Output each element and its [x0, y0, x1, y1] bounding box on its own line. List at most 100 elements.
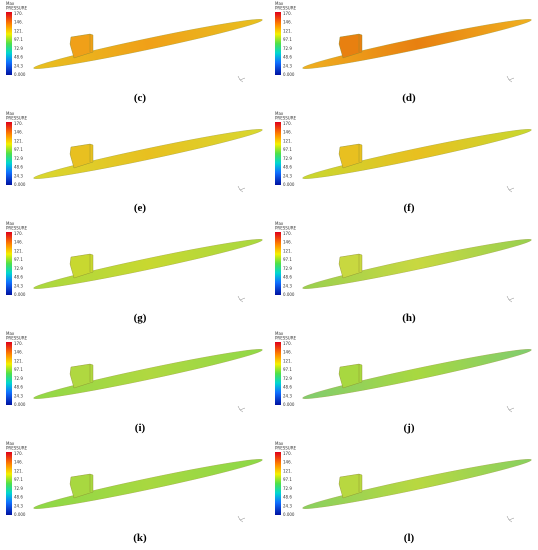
colorbar-tick-label: 121. — [14, 248, 23, 253]
axis-triad — [506, 515, 515, 523]
colorbar-tick-label: 0.000 — [14, 512, 26, 517]
hull — [302, 459, 532, 509]
sail — [69, 363, 94, 389]
axis-triad — [237, 185, 246, 193]
colorbar-title: Max — [6, 111, 15, 116]
colorbar-tick-label: 72.9 — [283, 376, 292, 381]
colorbar-tick-label: 146. — [14, 130, 23, 135]
colorbar-tick-label: 170. — [283, 11, 292, 16]
colorbar-tick-label: 146. — [283, 460, 292, 465]
colorbar-tick-label: 24.3 — [283, 393, 292, 398]
colorbar-tick-label: 170. — [14, 11, 23, 16]
colorbar — [6, 122, 12, 185]
axis-triad — [506, 185, 515, 193]
colorbar-title: Max — [6, 1, 15, 6]
colorbar — [275, 342, 281, 405]
hull — [33, 129, 263, 179]
colorbar-tick-label: 72.9 — [283, 156, 292, 161]
colorbar-tick-label: 170. — [14, 121, 23, 126]
colorbar-title: PRESSURE — [275, 446, 297, 451]
axis-triad — [237, 515, 246, 523]
colorbar-tick-label: 170. — [283, 451, 292, 456]
colorbar-tick-label: 170. — [283, 121, 292, 126]
colorbar-tick-label: 24.3 — [14, 283, 23, 288]
sail — [69, 33, 94, 59]
colorbar-tick-label: 24.3 — [283, 63, 292, 68]
hull — [302, 129, 532, 179]
colorbar-tick-label: 48.6 — [283, 495, 292, 500]
colorbar-tick-label: 121. — [14, 358, 23, 363]
colorbar-tick-label: 72.9 — [14, 486, 23, 491]
colorbar-title: PRESSURE — [6, 116, 28, 121]
colorbar-tick-label: 121. — [283, 468, 292, 473]
colorbar-tick-label: 97.1 — [283, 367, 292, 372]
colorbar — [275, 12, 281, 75]
colorbar — [275, 452, 281, 515]
axis-triad — [506, 295, 515, 303]
colorbar-tick-label: 72.9 — [14, 156, 23, 161]
sail — [69, 143, 94, 169]
colorbar-tick-label: 48.6 — [283, 385, 292, 390]
colorbar-tick-label: 0.000 — [14, 182, 26, 187]
colorbar-tick-label: 97.1 — [14, 477, 23, 482]
colorbar-tick-label: 48.6 — [283, 165, 292, 170]
colorbar-title: Max — [275, 221, 284, 226]
colorbar-title: Max — [6, 221, 15, 226]
colorbar — [6, 232, 12, 295]
colorbar-title: PRESSURE — [6, 446, 28, 451]
sail — [338, 363, 363, 389]
colorbar-tick-label: 97.1 — [14, 367, 23, 372]
sail — [338, 473, 363, 499]
colorbar-tick-label: 24.3 — [14, 393, 23, 398]
colorbar-tick-label: 146. — [283, 350, 292, 355]
panel-label: (h) — [402, 312, 416, 324]
colorbar-tick-label: 97.1 — [14, 147, 23, 152]
colorbar-tick-label: 170. — [283, 231, 292, 236]
colorbar-tick-label: 0.000 — [283, 512, 295, 517]
hull — [33, 459, 263, 509]
colorbar-tick-label: 24.3 — [283, 173, 292, 178]
colorbar-tick-label: 121. — [14, 28, 23, 33]
colorbar-tick-label: 121. — [283, 28, 292, 33]
colorbar-title: PRESSURE — [6, 6, 28, 11]
colorbar-title: PRESSURE — [275, 116, 297, 121]
sail — [69, 473, 94, 499]
colorbar-title: Max — [275, 111, 284, 116]
hull — [33, 239, 263, 289]
colorbar-title: Max — [275, 1, 284, 6]
colorbar-tick-label: 146. — [14, 350, 23, 355]
colorbar-tick-label: 0.000 — [14, 292, 26, 297]
colorbar-tick-label: 48.6 — [283, 55, 292, 60]
axis-triad — [506, 405, 515, 413]
sail — [338, 143, 363, 169]
colorbar-tick-label: 48.6 — [14, 165, 23, 170]
axis-triad — [237, 75, 246, 83]
panel-label: (k) — [133, 532, 147, 544]
sail — [338, 253, 363, 279]
colorbar — [275, 122, 281, 185]
colorbar-tick-label: 121. — [283, 358, 292, 363]
colorbar-tick-label: 24.3 — [283, 503, 292, 508]
colorbar-tick-label: 24.3 — [14, 63, 23, 68]
panel-label: (g) — [134, 312, 147, 324]
colorbar-tick-label: 121. — [14, 138, 23, 143]
colorbar — [6, 12, 12, 75]
colorbar-tick-label: 146. — [14, 240, 23, 245]
axis-triad — [237, 405, 246, 413]
colorbar-tick-label: 146. — [283, 20, 292, 25]
colorbar-tick-label: 72.9 — [14, 376, 23, 381]
colorbar-tick-label: 97.1 — [283, 147, 292, 152]
panel-label: (e) — [134, 202, 147, 214]
colorbar-tick-label: 0.000 — [14, 72, 26, 77]
colorbar-tick-label: 72.9 — [14, 266, 23, 271]
colorbar-tick-label: 48.6 — [14, 55, 23, 60]
colorbar-title: Max — [6, 441, 15, 446]
colorbar-tick-label: 0.000 — [283, 292, 295, 297]
